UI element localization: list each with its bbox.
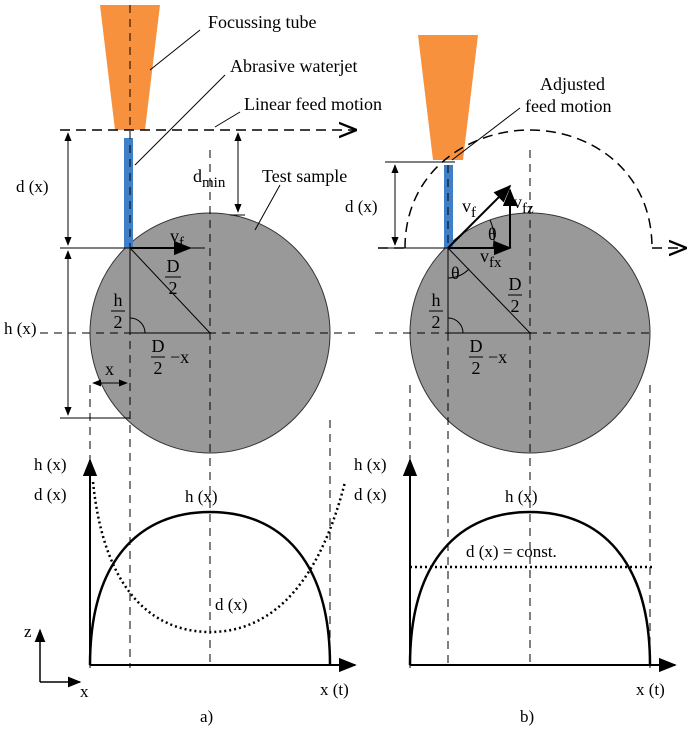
label: v: [170, 226, 179, 246]
label: dmin: [193, 166, 226, 191]
label: x (t): [320, 680, 349, 699]
leader: [150, 30, 200, 70]
label: h (x): [185, 487, 218, 506]
label: d (x): [34, 485, 67, 504]
label: 2: [472, 358, 481, 378]
label: x: [105, 359, 114, 379]
label: v: [513, 192, 522, 212]
label: h (x): [34, 455, 67, 474]
label: d (x): [16, 177, 49, 196]
label: h: [114, 290, 123, 310]
label: vf: [462, 196, 476, 221]
diagram: Focussing tube Abrasive waterjet Linear …: [0, 0, 691, 731]
label: z: [24, 622, 32, 641]
label: h (x): [4, 319, 37, 338]
label: θ: [451, 263, 460, 283]
label: v: [480, 246, 489, 266]
panel-a: Focussing tube Abrasive waterjet Linear …: [4, 5, 382, 726]
label: 2: [169, 278, 178, 298]
label: D: [167, 256, 180, 276]
label: d (x) = const.: [466, 542, 557, 561]
label: d (x): [345, 197, 378, 216]
label: fx: [489, 255, 502, 271]
label: 2: [154, 358, 163, 378]
label: 2: [432, 312, 441, 332]
label: 2: [511, 296, 520, 316]
label: Adjusted: [540, 74, 605, 94]
label: f: [179, 235, 184, 251]
label: D: [509, 274, 522, 294]
label: d (x): [354, 485, 387, 504]
label: θ: [488, 224, 497, 244]
label: Abrasive waterjet: [230, 56, 357, 76]
label: v: [462, 196, 471, 216]
label: h (x): [505, 487, 538, 506]
label: −x: [170, 347, 189, 367]
label: 2: [114, 312, 123, 332]
label: d: [193, 166, 202, 186]
focussing-tube: [418, 35, 478, 160]
label: feed motion: [525, 96, 611, 116]
label: d (x): [215, 595, 248, 614]
leader: [255, 185, 280, 230]
caption: a): [200, 707, 213, 726]
label: vfz: [513, 192, 534, 217]
label: h (x): [354, 455, 387, 474]
label: fz: [522, 201, 534, 217]
label: x: [80, 682, 89, 701]
leader: [215, 112, 240, 127]
caption: b): [520, 707, 534, 726]
label: Test sample: [262, 166, 347, 186]
label: −x: [488, 347, 507, 367]
label: D: [470, 336, 483, 356]
label: min: [202, 175, 226, 191]
label: x (t): [636, 680, 665, 699]
waterjet: [124, 138, 133, 248]
panel-b: Adjusted feed motion d (x) vf vfz vfx θ …: [345, 35, 685, 726]
label: Focussing tube: [208, 12, 317, 32]
label: D: [152, 336, 165, 356]
label: Linear feed motion: [244, 94, 382, 114]
label: h: [432, 290, 441, 310]
label: f: [471, 205, 476, 221]
